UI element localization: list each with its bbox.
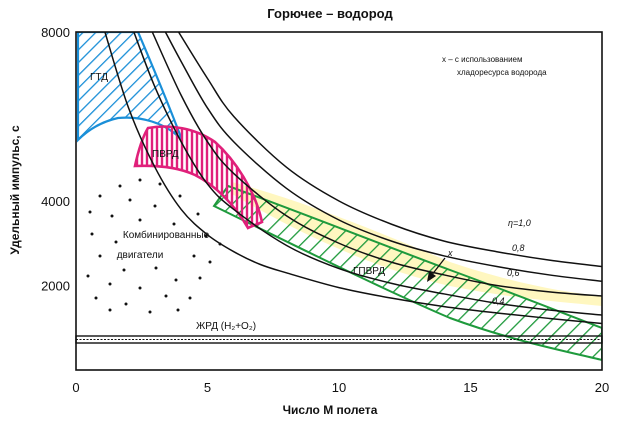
combined-dot	[158, 182, 162, 186]
x-tick-label-0: 0	[72, 380, 79, 395]
chart-title: Горючее – водород	[267, 6, 393, 21]
combined-dot	[208, 260, 212, 264]
combined-dot	[196, 212, 200, 216]
combined-dot	[114, 240, 118, 244]
combined-dot	[94, 296, 98, 300]
gpvrd-region	[212, 184, 602, 362]
y-tick-label-2000: 2000	[41, 279, 70, 294]
combined-dot	[164, 294, 168, 298]
x-tick-label-15: 15	[463, 380, 477, 395]
y-ticks: 2000 4000 8000	[41, 25, 70, 294]
x-axis-label: Число М полета	[283, 403, 378, 417]
y-tick-label-8000: 8000	[41, 25, 70, 40]
gtd-label: ГТД	[90, 72, 108, 83]
pvrd-label: ПВРД	[152, 149, 179, 160]
combined-dot	[148, 310, 152, 314]
combined-engines-dots	[86, 178, 222, 314]
combined-dot	[122, 268, 126, 272]
combined-dot	[138, 286, 142, 290]
combined-dot	[138, 218, 142, 222]
combined-dot	[172, 222, 176, 226]
regions	[76, 32, 602, 362]
combined-dot	[108, 282, 112, 286]
pvrd-region	[133, 125, 264, 230]
combined-label-2: двигатели	[117, 250, 164, 261]
y-axis-label: Удельный импульс, с	[8, 125, 22, 255]
series-line-4	[133, 32, 602, 316]
x-tick-label-5: 5	[204, 380, 211, 395]
combined-dot	[198, 276, 202, 280]
combined-dot	[174, 278, 178, 282]
combined-dot	[98, 194, 102, 198]
series-line-1	[177, 32, 602, 268]
combined-dot	[110, 214, 114, 218]
note-line-2: хладоресурса водорода	[457, 68, 547, 77]
x-tick-label-20: 20	[595, 380, 609, 395]
combined-dot	[218, 242, 222, 246]
series-line-5	[104, 32, 602, 325]
combined-dot	[98, 254, 102, 258]
combined-dot	[153, 204, 157, 208]
gpvrd-label: ГПВРД	[353, 266, 385, 277]
plot-frame	[75, 31, 603, 371]
series-line-2	[164, 32, 602, 283]
combined-dot	[138, 178, 142, 182]
combined-dot	[204, 234, 208, 238]
combined-dot	[124, 302, 128, 306]
eta-label-10: η=1,0	[508, 218, 531, 228]
x-ticks: 0 5 10 15 20	[72, 380, 609, 395]
gtd-region	[76, 32, 184, 143]
series-line-3	[151, 32, 602, 297]
combined-dot	[178, 194, 182, 198]
y-tick-label-4000: 4000	[41, 194, 70, 209]
combined-dot	[128, 198, 132, 202]
arrow	[427, 257, 446, 282]
combined-label-1: Комбинированные	[123, 229, 210, 241]
eta-label-06: 0,6	[507, 268, 520, 278]
jrd-label: ЖРД (H₂+O₂)	[196, 321, 256, 332]
combined-dot	[176, 308, 180, 312]
combined-dot	[188, 296, 192, 300]
eta-label-08: 0,8	[512, 243, 525, 253]
combined-dot	[154, 266, 158, 270]
eta-label-04: 0,4	[492, 296, 505, 306]
x-tick-label-10: 10	[332, 380, 346, 395]
combined-dot	[86, 274, 90, 278]
curves	[104, 32, 602, 325]
combined-dot	[108, 308, 112, 312]
combined-dot	[90, 232, 94, 236]
combined-dot	[192, 254, 196, 258]
note-line-1: x – с использованием	[442, 55, 523, 64]
arrow-label: x	[447, 248, 453, 258]
combined-dot	[118, 184, 122, 188]
combined-dot	[88, 210, 92, 214]
